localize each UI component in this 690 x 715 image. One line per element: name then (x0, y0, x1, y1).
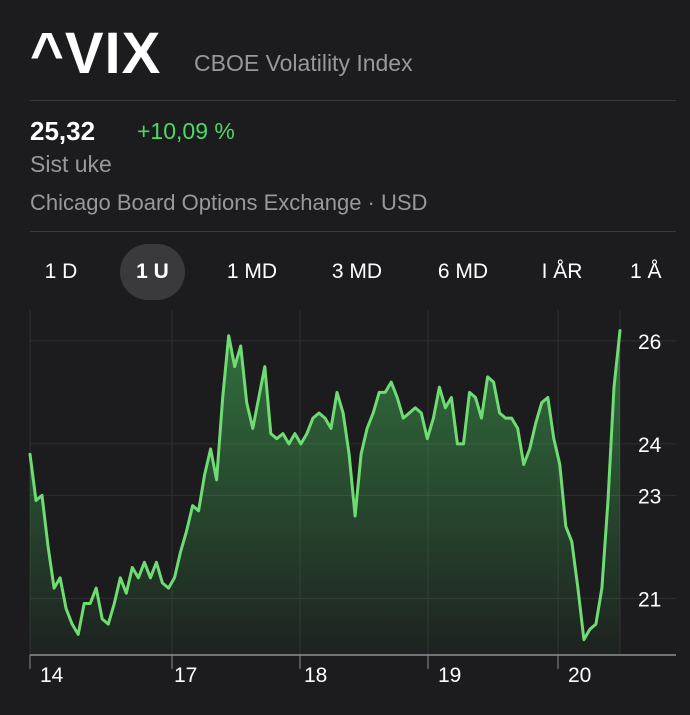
x-tick-label: 14 (40, 664, 64, 687)
price-chart[interactable]: 21 23 24 26 14 17 18 19 20 (0, 300, 690, 715)
price-change: +10,09 % (137, 118, 235, 144)
chart-area-fill (30, 330, 620, 655)
chart-series-line (28, 329, 622, 642)
y-tick-label: 26 (638, 331, 661, 354)
x-tick-label: 18 (304, 664, 327, 687)
tab-1-year[interactable]: 1 Å (630, 260, 662, 283)
period-label: Sist uke (30, 151, 112, 177)
divider (30, 231, 676, 232)
x-tick-label: 17 (174, 664, 197, 687)
y-tick-label: 23 (638, 485, 661, 508)
tab-6-month[interactable]: 6 MD (437, 260, 489, 283)
tab-3-month[interactable]: 3 MD (331, 260, 383, 283)
y-axis-labels: 21 23 24 26 (638, 331, 662, 611)
x-tick-label: 20 (568, 664, 591, 687)
ticker-name: CBOE Volatility Index (194, 50, 413, 76)
range-tabs: 1 D 1 U 1 MD 3 MD 6 MD I ÅR 1 Å (0, 244, 690, 300)
tab-ytd[interactable]: I ÅR (541, 260, 583, 283)
quote-header: ^VIX CBOE Volatility Index (30, 22, 676, 101)
ticker-symbol: ^VIX (30, 21, 162, 86)
y-tick-label: 21 (638, 588, 661, 611)
x-axis-labels: 14 17 18 19 20 (29, 655, 591, 687)
x-tick-label: 19 (438, 664, 461, 687)
exchange-label: Chicago Board Options Exchange · USD (30, 190, 428, 215)
tab-1-month[interactable]: 1 MD (226, 260, 278, 283)
tab-1-week[interactable]: 1 U (120, 244, 185, 300)
tab-1-day[interactable]: 1 D (44, 260, 78, 283)
y-tick-label: 24 (638, 434, 662, 457)
price-value: 25,32 (30, 116, 96, 146)
